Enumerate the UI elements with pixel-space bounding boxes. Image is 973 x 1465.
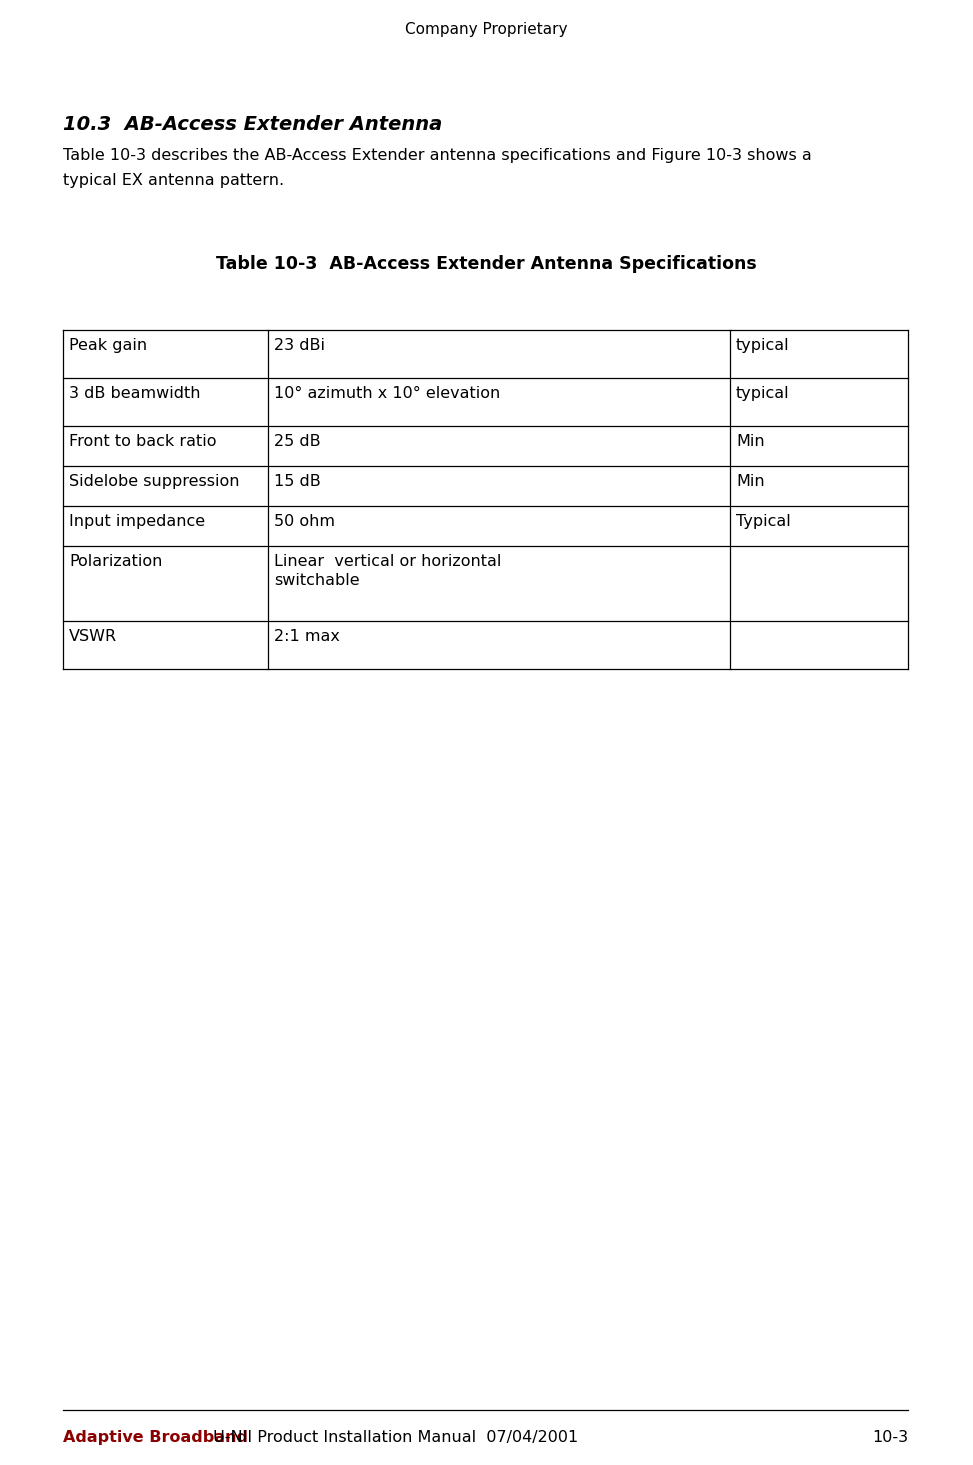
Text: 50 ohm: 50 ohm <box>274 514 335 529</box>
Text: 10° azimuth x 10° elevation: 10° azimuth x 10° elevation <box>274 385 500 401</box>
Text: Company Proprietary: Company Proprietary <box>405 22 568 37</box>
Text: Linear  vertical or horizontal
switchable: Linear vertical or horizontal switchable <box>274 554 501 589</box>
Text: U-NII Product Installation Manual  07/04/2001: U-NII Product Installation Manual 07/04/… <box>208 1430 578 1444</box>
Text: 10-3: 10-3 <box>872 1430 908 1444</box>
Text: Peak gain: Peak gain <box>69 338 147 353</box>
Text: 10.3  AB-Access Extender Antenna: 10.3 AB-Access Extender Antenna <box>63 114 443 133</box>
Text: Typical: Typical <box>736 514 791 529</box>
Text: VSWR: VSWR <box>69 628 117 645</box>
Text: Adaptive Broadband: Adaptive Broadband <box>63 1430 248 1444</box>
Text: Min: Min <box>736 434 765 448</box>
Text: typical: typical <box>736 385 790 401</box>
Text: 23 dBi: 23 dBi <box>274 338 325 353</box>
Text: 2:1 max: 2:1 max <box>274 628 340 645</box>
Text: Sidelobe suppression: Sidelobe suppression <box>69 475 239 489</box>
Text: 25 dB: 25 dB <box>274 434 321 448</box>
Text: Table 10-3  AB-Access Extender Antenna Specifications: Table 10-3 AB-Access Extender Antenna Sp… <box>216 255 757 272</box>
Text: Table 10-3 describes the AB-Access Extender antenna specifications and Figure 10: Table 10-3 describes the AB-Access Exten… <box>63 148 811 163</box>
Text: 15 dB: 15 dB <box>274 475 321 489</box>
Text: typical EX antenna pattern.: typical EX antenna pattern. <box>63 173 284 188</box>
Text: Input impedance: Input impedance <box>69 514 205 529</box>
Text: Polarization: Polarization <box>69 554 162 568</box>
Text: 3 dB beamwidth: 3 dB beamwidth <box>69 385 200 401</box>
Text: typical: typical <box>736 338 790 353</box>
Text: Min: Min <box>736 475 765 489</box>
Text: Front to back ratio: Front to back ratio <box>69 434 217 448</box>
